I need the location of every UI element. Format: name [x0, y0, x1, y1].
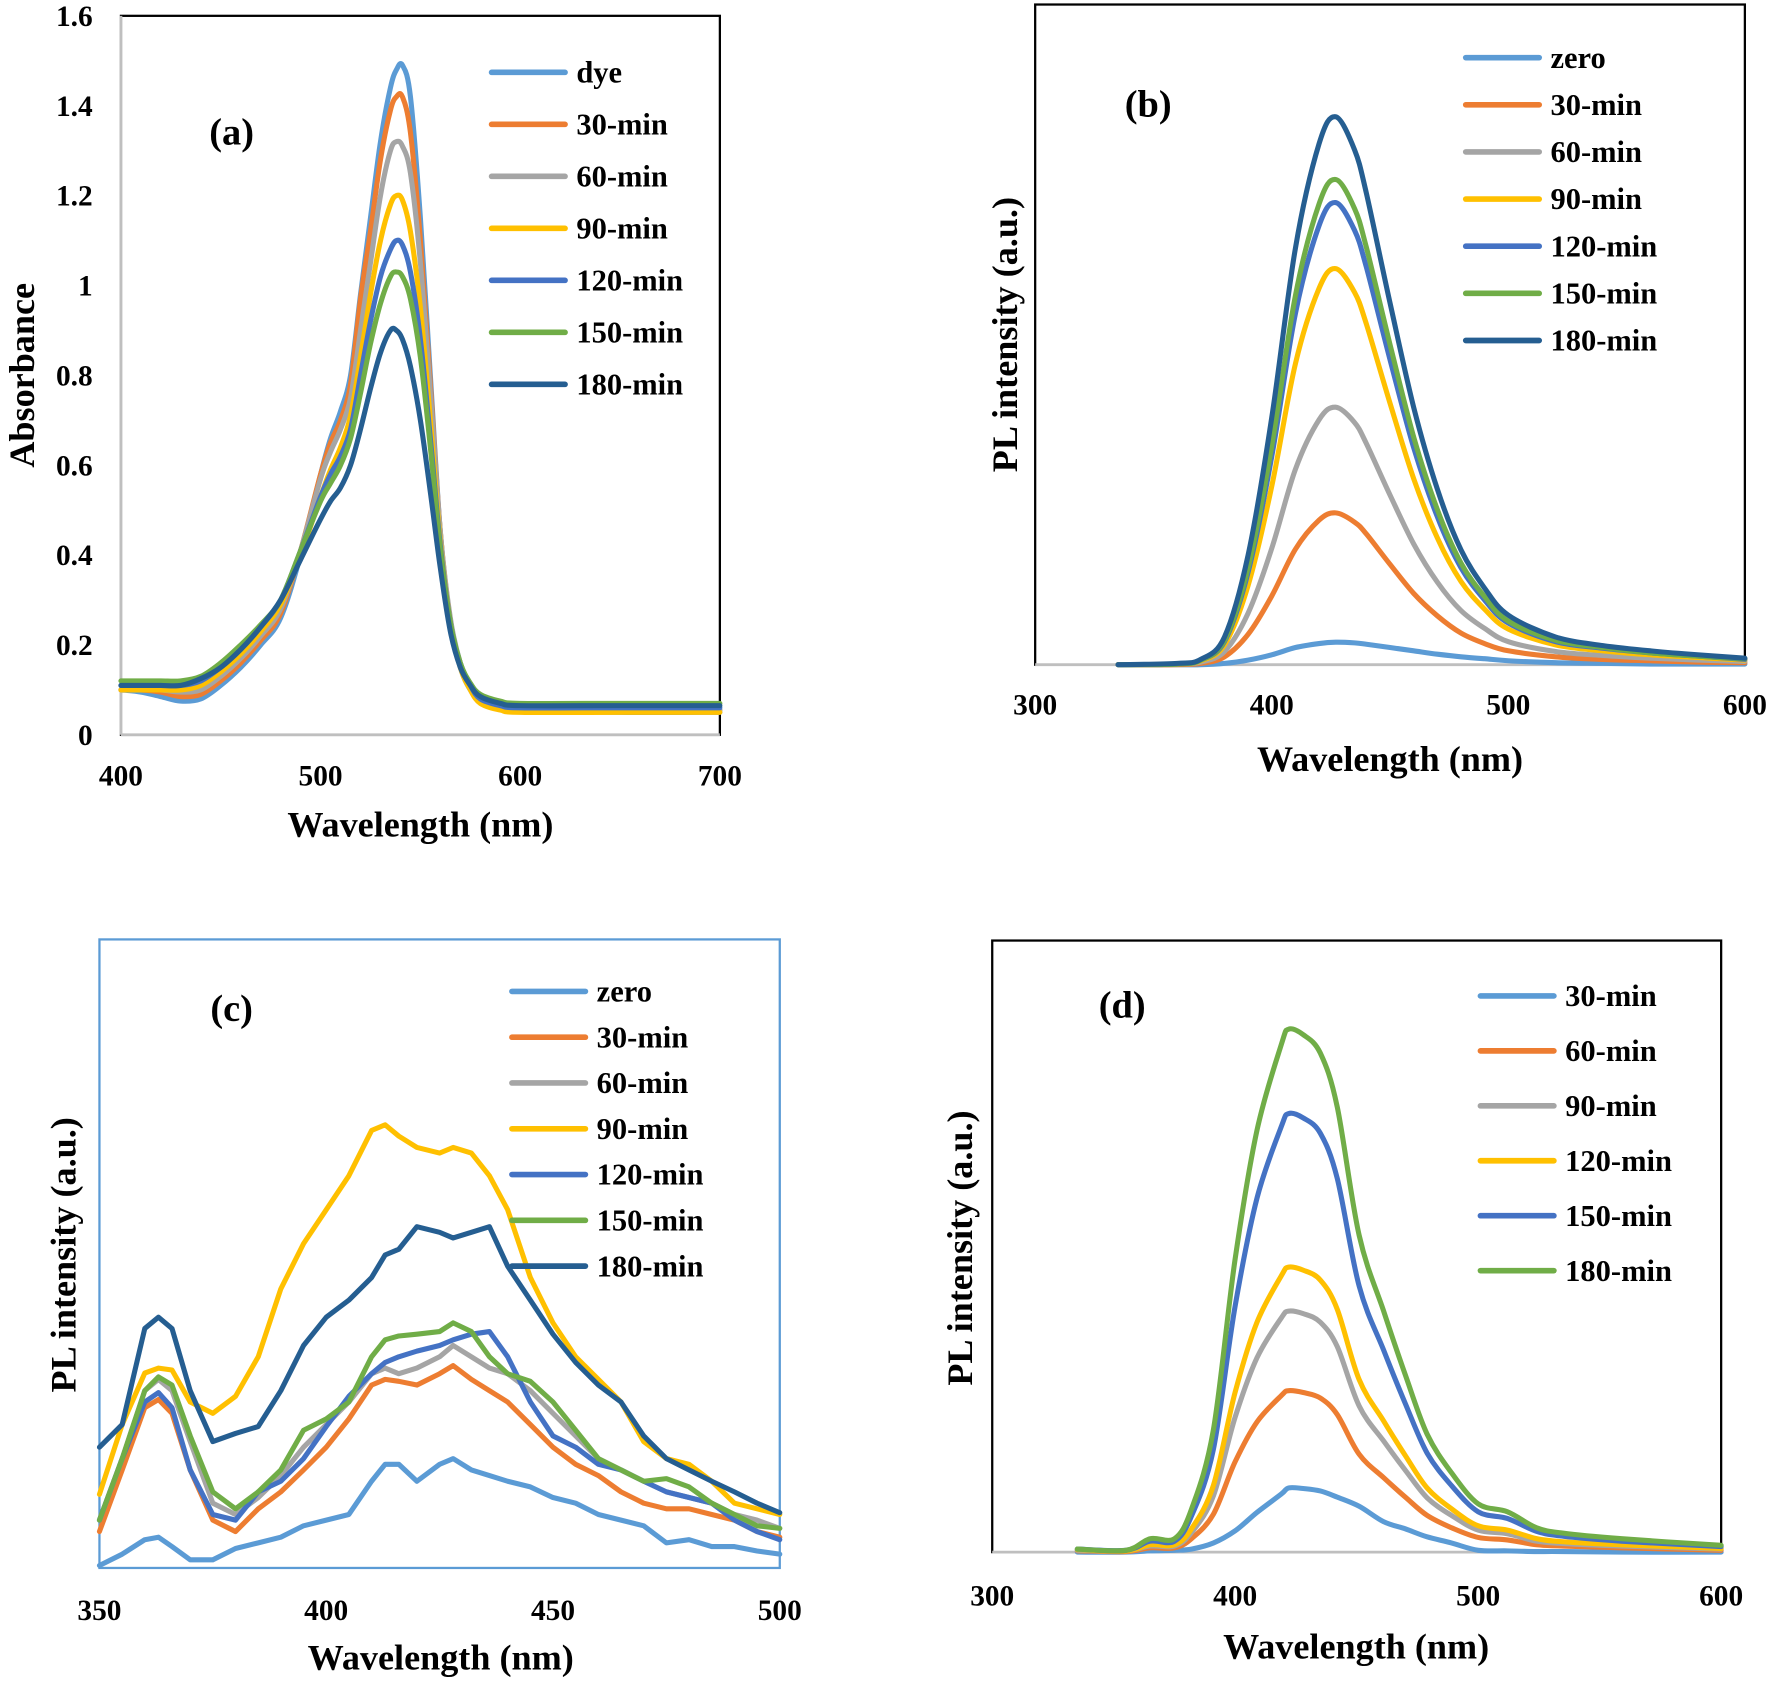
legend-label: 60-min [1551, 135, 1643, 169]
series-line-zero [1115, 639, 1748, 668]
x-tick-label: 500 [1486, 689, 1530, 721]
panel-label: (d) [1099, 984, 1146, 1026]
y-axis-title: PL intensity (a.u.) [44, 1117, 84, 1392]
legend-label: 30-min [1565, 979, 1657, 1013]
x-tick-label: 500 [299, 761, 343, 793]
chart-panel-d: 300 400 500 600 Wavelength (nm) PL intensity … [940, 939, 1743, 1666]
x-tick-label: 400 [1213, 1580, 1257, 1612]
x-tick-label: 400 [304, 1595, 348, 1627]
x-tick-label: 400 [99, 761, 143, 793]
legend-label: 120-min [597, 1158, 704, 1192]
series-line-150-min [96, 1320, 783, 1531]
legend-label: zero [597, 975, 652, 1009]
series-line-180-min [96, 1224, 783, 1516]
chart-panel-a: 400 500 600 700 0 0.2 0.4 0.6 0.8 1 1.2 1.4 1.6 Wavel… [2, 1, 742, 845]
legend-label: 30-min [576, 108, 668, 142]
x-tick-label: 600 [1699, 1580, 1743, 1612]
legend-label: zero [1551, 41, 1606, 75]
y-tick-label: 1.4 [56, 91, 93, 123]
x-tick-label: 300 [1013, 689, 1057, 721]
legend-label: 120-min [1551, 229, 1658, 263]
series-line-30-min [1074, 1485, 1724, 1555]
series-line-180-min [118, 325, 723, 709]
legend-label: 150-min [1551, 277, 1658, 311]
legend-label: 150-min [1565, 1199, 1672, 1233]
x-tick-label: 500 [758, 1595, 802, 1627]
series-line-30-min [1115, 510, 1748, 668]
panel-label: (b) [1125, 83, 1172, 125]
legend: 30-min 60-min 90-min 120-min 150-min 180-min [1477, 979, 1672, 1288]
panel-label: (c) [210, 988, 253, 1030]
legend-label: 120-min [1565, 1144, 1672, 1178]
x-axis-title: Wavelength (nm) [1223, 1626, 1489, 1666]
legend-label: 60-min [1565, 1034, 1657, 1068]
y-tick-label: 0 [78, 720, 93, 752]
legend-label: 90-min [597, 1112, 689, 1146]
y-axis-title: PL intensity (a.u.) [985, 197, 1025, 472]
legend-label: 120-min [576, 264, 683, 298]
y-tick-label: 0.8 [56, 360, 93, 392]
series-line-60-min [1115, 404, 1748, 668]
legend-label: 90-min [576, 212, 668, 246]
y-axis-title: PL intensity (a.u.) [940, 1110, 980, 1385]
x-tick-label: 600 [1723, 689, 1767, 721]
series-line-zero [96, 1456, 783, 1569]
plot-frame [991, 939, 1723, 1554]
series-line-120-min [1115, 200, 1748, 668]
y-tick-label: 1 [78, 271, 93, 303]
y-tick-label: 1.2 [56, 181, 93, 213]
legend-label: 180-min [1551, 324, 1658, 358]
chart-panel-b: 300 400 500 600 Wavelength (nm) PL intensity … [985, 3, 1767, 779]
legend-label: 90-min [1551, 182, 1643, 216]
y-tick-label: 0.6 [56, 450, 93, 482]
x-tick-label: 300 [970, 1580, 1014, 1612]
series-line-30-min [96, 1363, 783, 1540]
x-tick-label: 500 [1456, 1580, 1500, 1612]
legend-label: 180-min [597, 1249, 704, 1283]
legend-label: 60-min [576, 160, 668, 194]
x-tick-label: 400 [1250, 689, 1294, 721]
series-line-90-min [1115, 266, 1748, 668]
x-tick-label: 450 [531, 1595, 575, 1627]
y-tick-label: 0.2 [56, 630, 93, 662]
x-tick-label: 600 [498, 761, 542, 793]
chart-panel-c: 350 400 450 500 Wavelength (nm) PL intensity … [44, 938, 802, 1678]
x-tick-label: 350 [77, 1595, 121, 1627]
legend: zero 30-min 60-min 90-min 120-min 150-min 180-… [509, 975, 704, 1283]
legend-label: 90-min [1565, 1089, 1657, 1123]
legend-label: 180-min [576, 368, 683, 402]
series-line-60-min [1074, 1388, 1724, 1555]
series-line-90-min [1074, 1308, 1724, 1554]
series-line-180-min [1115, 114, 1748, 668]
legend-label: 150-min [576, 316, 683, 350]
x-tick-label: 700 [698, 761, 742, 793]
y-axis-title: Absorbance [2, 283, 42, 468]
legend-label: 30-min [597, 1020, 689, 1054]
plot-frame [98, 938, 781, 1570]
x-axis-title: Wavelength (nm) [308, 1638, 574, 1678]
panel-label: (a) [209, 112, 254, 154]
y-tick-label: 1.6 [56, 1, 93, 33]
legend-label: 150-min [597, 1204, 704, 1238]
legend-label: dye [576, 56, 622, 90]
y-tick-label: 0.4 [56, 540, 93, 572]
series-line-150-min [1074, 1110, 1724, 1554]
x-axis-title: Wavelength (nm) [287, 805, 553, 845]
legend-label: 180-min [1565, 1254, 1672, 1288]
legend-label: 30-min [1551, 88, 1643, 122]
series-line-120-min [1074, 1264, 1724, 1554]
series-line-180-min [1074, 1026, 1724, 1554]
series-line-120-min [96, 1329, 783, 1543]
legend: dye 30-min 60-min 90-min 120-min 150-min 180-m… [488, 56, 683, 402]
x-axis-title: Wavelength (nm) [1257, 739, 1523, 779]
legend: zero 30-min 60-min 90-min 120-min 150-min 180-… [1462, 41, 1658, 358]
legend-label: 60-min [597, 1066, 689, 1100]
